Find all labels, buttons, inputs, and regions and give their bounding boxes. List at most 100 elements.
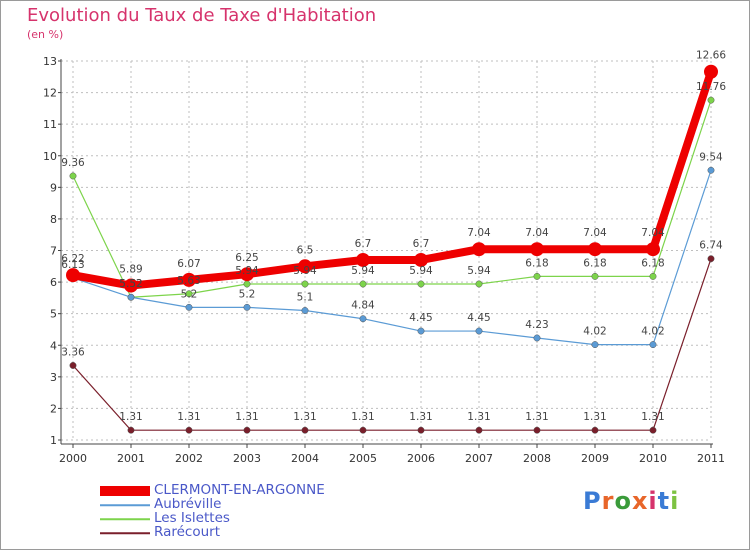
logo-letter: x: [631, 487, 649, 515]
data-label: 1.31: [119, 411, 142, 423]
data-point: [533, 426, 541, 434]
y-tick-label: 7: [50, 245, 57, 258]
data-point: [707, 255, 715, 263]
series-layer: [66, 64, 718, 434]
data-label: 4.84: [351, 300, 375, 312]
y-tick-label: 9: [50, 181, 57, 194]
data-label: 6.7: [413, 238, 430, 250]
grid-lines: [61, 60, 712, 441]
data-point: [301, 307, 309, 314]
data-label: 12.66: [696, 50, 726, 62]
data-label: 7.04: [467, 227, 491, 239]
data-label: 7.04: [583, 227, 607, 239]
legend-label: Les Islettes: [154, 510, 230, 526]
y-tick-label: 4: [50, 339, 57, 352]
data-point: [707, 96, 715, 104]
data-point: [475, 280, 483, 288]
data-label: 5.63: [177, 275, 200, 287]
data-point: [649, 426, 657, 434]
data-point: [359, 426, 367, 434]
y-tick-label: 5: [50, 308, 57, 321]
data-point: [69, 172, 77, 180]
data-point: [475, 426, 483, 434]
data-label: 1.31: [177, 411, 200, 423]
data-point: [417, 426, 425, 434]
data-label: 6.7: [355, 238, 372, 250]
data-point: [127, 293, 135, 301]
series-line-2: [72, 99, 712, 298]
data-point: [359, 280, 367, 288]
chart-title: Evolution du Taux de Taxe d'Habitation: [27, 5, 377, 26]
data-labels: 6.22 5.89 6.07 6.25 6.5 6.7 6.7 7.04 7.04 7.04 7.0…: [61, 50, 726, 423]
y-tick-label: 12: [43, 87, 57, 100]
data-label: 1.31: [583, 411, 606, 423]
data-label: 5.1: [297, 292, 314, 304]
data-label: 4.45: [409, 312, 432, 324]
x-tick-label: 2010: [639, 452, 667, 465]
x-tick-label: 2011: [697, 452, 725, 465]
logo-letter: r: [601, 487, 615, 515]
data-point: [530, 242, 544, 257]
data-point: [417, 327, 425, 335]
data-label: 7.04: [641, 227, 665, 239]
data-point: [475, 327, 483, 335]
data-point: [127, 426, 135, 434]
legend-label: Aubréville: [154, 496, 222, 512]
data-point: [533, 334, 541, 342]
data-label: 1.31: [409, 411, 432, 423]
proxiti-logo: Proxiti: [583, 487, 679, 515]
data-label: 5.89: [119, 264, 142, 276]
data-point: [417, 280, 425, 288]
y-tick-label: 8: [50, 213, 57, 226]
data-label: 3.36: [61, 346, 85, 358]
series-line-1: [72, 170, 712, 346]
data-label: 1.31: [525, 411, 548, 423]
legend-label: Rarécourt: [154, 524, 220, 540]
x-tick-label: 2000: [59, 452, 87, 465]
data-label: 4.02: [583, 326, 606, 338]
x-tick-label: 2007: [465, 452, 493, 465]
data-point: [591, 341, 599, 349]
data-point: [591, 426, 599, 434]
data-point: [124, 278, 138, 293]
data-point: [649, 272, 657, 280]
y-tick-label: 3: [50, 371, 57, 384]
y-tick-label: 13: [43, 55, 57, 68]
x-tick-label: 2004: [291, 452, 319, 465]
data-point: [69, 362, 77, 369]
data-point: [301, 280, 309, 288]
y-tick-label: 2: [50, 402, 57, 415]
data-label: 1.31: [293, 411, 316, 423]
data-label: 7.04: [525, 227, 549, 239]
data-point: [707, 166, 715, 174]
data-label: 1.31: [351, 411, 374, 423]
data-label: 4.02: [641, 326, 664, 338]
data-point: [243, 303, 251, 311]
x-tick-label: 2008: [523, 452, 551, 465]
data-label: 9.36: [61, 157, 85, 169]
data-point: [356, 252, 370, 267]
data-label: 5.52: [119, 278, 142, 290]
x-tick-label: 2003: [233, 452, 261, 465]
legend-swatch: [100, 486, 150, 496]
legend-swatch: [100, 532, 150, 534]
data-label: 6.18: [641, 257, 664, 269]
legend-swatch: [100, 518, 150, 520]
data-point: [472, 242, 486, 257]
data-point: [414, 252, 428, 267]
data-label: 5.94: [293, 265, 317, 277]
data-label: 6.18: [583, 257, 606, 269]
data-point: [66, 268, 80, 283]
data-label: 5.52: [119, 278, 142, 290]
data-point: [588, 242, 602, 257]
data-point: [240, 267, 254, 282]
data-label: 4.45: [467, 312, 490, 324]
data-label: 5.2: [239, 288, 256, 300]
data-label: 6.07: [177, 258, 200, 270]
legend-label: CLERMONT-EN-ARGONNE: [154, 482, 325, 498]
data-point: [591, 272, 599, 280]
data-label: 6.5: [297, 244, 314, 256]
x-tick-label: 2006: [407, 452, 435, 465]
data-label: 6.13: [61, 259, 84, 271]
series-line-0: [72, 70, 715, 290]
